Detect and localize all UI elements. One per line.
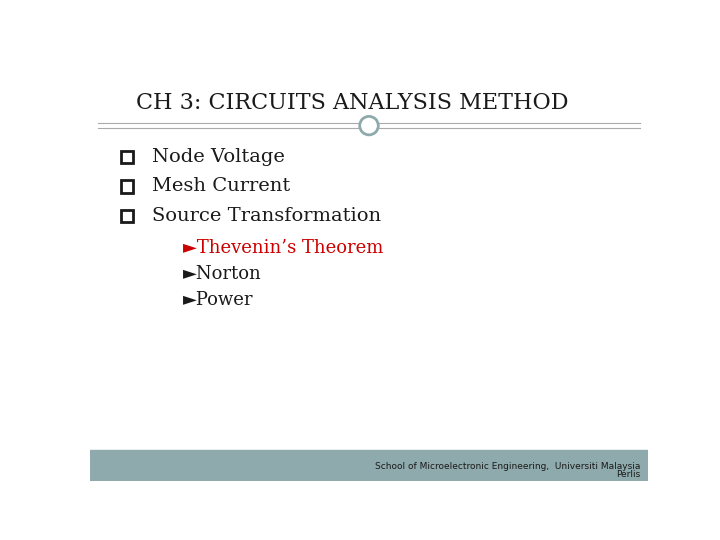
Bar: [121, 210, 133, 222]
Bar: [121, 180, 133, 193]
Text: CH 3: CIRCUITS ANALYSIS METHOD: CH 3: CIRCUITS ANALYSIS METHOD: [137, 92, 569, 114]
Text: ►Thevenin’s Theorem: ►Thevenin’s Theorem: [183, 239, 383, 257]
Text: School of Microelectronic Engineering,  Universiti Malaysia: School of Microelectronic Engineering, U…: [375, 462, 640, 471]
Text: ►Power: ►Power: [183, 292, 253, 309]
Circle shape: [360, 117, 378, 135]
Text: Mesh Current: Mesh Current: [152, 178, 290, 195]
Text: ►Norton: ►Norton: [183, 265, 262, 284]
Bar: [90, 450, 648, 481]
Bar: [121, 151, 133, 164]
Text: Source Transformation: Source Transformation: [152, 207, 381, 225]
Text: Perlis: Perlis: [616, 470, 640, 479]
Text: Node Voltage: Node Voltage: [152, 148, 285, 166]
